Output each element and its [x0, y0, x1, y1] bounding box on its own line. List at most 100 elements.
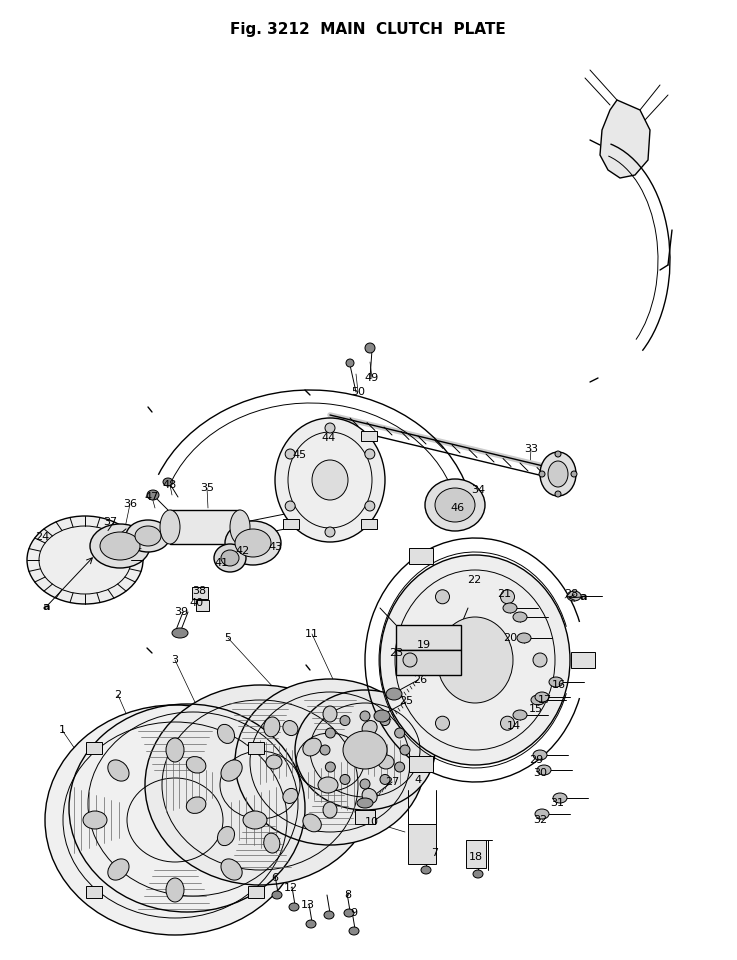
Text: a: a	[42, 602, 50, 612]
Circle shape	[400, 745, 410, 755]
Ellipse shape	[90, 524, 150, 568]
Text: 50: 50	[351, 387, 365, 397]
Circle shape	[325, 423, 335, 433]
Circle shape	[346, 359, 354, 367]
Text: 13: 13	[301, 900, 315, 910]
Text: 30: 30	[533, 768, 547, 778]
Text: 25: 25	[399, 696, 413, 706]
Text: a: a	[579, 592, 587, 602]
Ellipse shape	[421, 866, 431, 874]
Circle shape	[500, 716, 514, 731]
Ellipse shape	[135, 526, 161, 546]
Text: 16: 16	[552, 680, 566, 690]
Ellipse shape	[437, 617, 513, 703]
Ellipse shape	[217, 725, 234, 743]
Text: 35: 35	[200, 483, 214, 493]
Text: 8: 8	[344, 890, 352, 900]
Text: 47: 47	[145, 492, 159, 502]
Ellipse shape	[513, 612, 527, 622]
Circle shape	[533, 653, 547, 667]
Ellipse shape	[108, 760, 129, 781]
Ellipse shape	[45, 705, 305, 935]
Ellipse shape	[531, 695, 545, 705]
Ellipse shape	[108, 859, 129, 880]
Circle shape	[320, 745, 330, 755]
Bar	[85, 742, 102, 754]
Text: 45: 45	[293, 450, 307, 460]
Bar	[466, 840, 486, 868]
Polygon shape	[571, 652, 595, 668]
Circle shape	[365, 501, 375, 511]
Ellipse shape	[323, 802, 337, 818]
Text: 46: 46	[451, 503, 465, 513]
Ellipse shape	[535, 809, 549, 819]
Circle shape	[360, 779, 370, 789]
Circle shape	[285, 501, 295, 511]
Text: 14: 14	[507, 721, 521, 731]
Text: 15: 15	[529, 704, 543, 714]
Text: 34: 34	[471, 485, 485, 495]
Bar	[361, 431, 377, 442]
Ellipse shape	[324, 911, 334, 919]
Text: 6: 6	[271, 873, 279, 883]
Text: 41: 41	[215, 558, 229, 568]
Bar	[355, 810, 375, 824]
Text: 40: 40	[190, 598, 204, 608]
Bar	[192, 587, 208, 599]
Ellipse shape	[517, 633, 531, 643]
Ellipse shape	[147, 490, 159, 500]
Circle shape	[555, 491, 561, 497]
Bar	[170, 510, 240, 544]
Text: 18: 18	[469, 852, 483, 862]
Ellipse shape	[264, 717, 280, 737]
Ellipse shape	[217, 827, 234, 846]
Circle shape	[394, 728, 405, 738]
Text: 4: 4	[414, 775, 422, 785]
Ellipse shape	[272, 891, 282, 899]
Text: 5: 5	[225, 633, 231, 643]
Text: 43: 43	[269, 542, 283, 552]
Text: 28: 28	[564, 589, 578, 599]
Ellipse shape	[553, 793, 567, 803]
Ellipse shape	[230, 510, 250, 544]
Ellipse shape	[235, 679, 425, 845]
Ellipse shape	[343, 731, 387, 769]
Ellipse shape	[221, 550, 239, 566]
Circle shape	[380, 715, 390, 726]
Polygon shape	[600, 100, 650, 178]
Bar	[196, 600, 209, 611]
Text: 22: 22	[467, 575, 481, 585]
Circle shape	[325, 762, 335, 772]
Circle shape	[500, 589, 514, 604]
Text: 37: 37	[103, 517, 117, 527]
Text: 29: 29	[529, 755, 543, 765]
Bar	[283, 518, 299, 529]
Text: 24: 24	[35, 532, 49, 542]
Text: 32: 32	[533, 815, 547, 825]
Ellipse shape	[221, 859, 242, 880]
Ellipse shape	[145, 685, 375, 885]
Ellipse shape	[549, 677, 563, 687]
Bar	[396, 650, 461, 675]
Ellipse shape	[266, 755, 282, 769]
Bar	[396, 625, 461, 650]
Ellipse shape	[221, 760, 242, 781]
Circle shape	[285, 449, 295, 459]
Text: 48: 48	[163, 480, 177, 490]
Circle shape	[340, 715, 350, 726]
Ellipse shape	[83, 811, 107, 829]
Ellipse shape	[425, 479, 485, 531]
Text: 27: 27	[385, 777, 399, 787]
Ellipse shape	[535, 692, 549, 702]
Circle shape	[394, 762, 405, 772]
Ellipse shape	[357, 798, 373, 808]
Text: Fig. 3212  MAIN  CLUTCH  PLATE: Fig. 3212 MAIN CLUTCH PLATE	[230, 22, 506, 37]
Text: 19: 19	[417, 640, 431, 650]
Ellipse shape	[435, 488, 475, 522]
Ellipse shape	[283, 721, 298, 735]
Text: 3: 3	[172, 655, 178, 665]
Text: 44: 44	[322, 433, 336, 443]
Text: 49: 49	[365, 373, 379, 383]
Text: 39: 39	[174, 607, 188, 617]
Ellipse shape	[186, 756, 206, 773]
